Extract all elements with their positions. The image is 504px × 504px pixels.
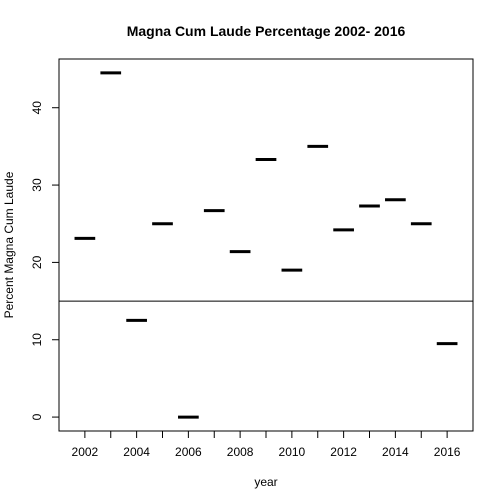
x-tick-label: 2008 — [227, 445, 254, 459]
y-tick-label: 30 — [30, 178, 44, 192]
y-axis: 0 10 20 30 40 — [30, 101, 60, 420]
y-tick-label: 20 — [30, 255, 44, 269]
data-marks — [74, 71, 458, 419]
x-tick-label: 2010 — [279, 445, 306, 459]
x-axis-label: year — [254, 475, 277, 489]
x-tick-label: 2006 — [175, 445, 202, 459]
x-axis: 2002 2004 2006 2008 2010 2012 2014 2016 — [72, 430, 461, 459]
x-tick-label: 2016 — [434, 445, 461, 459]
x-tick-label: 2014 — [382, 445, 409, 459]
y-tick-label: 10 — [30, 333, 44, 347]
y-tick-label: 0 — [30, 413, 44, 420]
x-tick-label: 2004 — [123, 445, 150, 459]
chart-title: Magna Cum Laude Percentage 2002- 2016 — [127, 23, 406, 39]
y-tick-label: 40 — [30, 101, 44, 115]
y-axis-label: Percent Magna Cum Laude — [2, 171, 16, 318]
x-tick-label: 2002 — [72, 445, 99, 459]
x-tick-label: 2012 — [330, 445, 357, 459]
